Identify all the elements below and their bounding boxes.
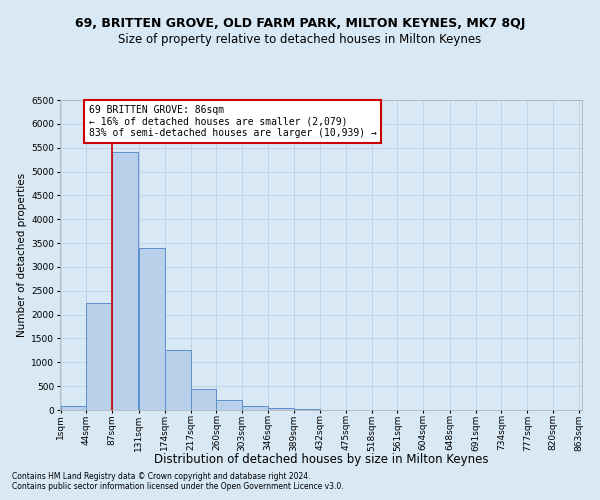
Text: 69 BRITTEN GROVE: 86sqm
← 16% of detached houses are smaller (2,079)
83% of semi: 69 BRITTEN GROVE: 86sqm ← 16% of detache… — [89, 104, 377, 138]
Text: Contains HM Land Registry data © Crown copyright and database right 2024.: Contains HM Land Registry data © Crown c… — [12, 472, 311, 481]
Text: 69, BRITTEN GROVE, OLD FARM PARK, MILTON KEYNES, MK7 8QJ: 69, BRITTEN GROVE, OLD FARM PARK, MILTON… — [75, 18, 525, 30]
Bar — [164, 350, 191, 410]
Y-axis label: Number of detached properties: Number of detached properties — [17, 173, 27, 337]
Text: Size of property relative to detached houses in Milton Keynes: Size of property relative to detached ho… — [118, 32, 482, 46]
Bar — [112, 152, 138, 410]
Text: Contains public sector information licensed under the Open Government Licence v3: Contains public sector information licen… — [12, 482, 344, 491]
Bar — [61, 406, 86, 410]
Bar — [191, 388, 217, 410]
Bar — [217, 400, 242, 410]
Bar — [294, 408, 320, 410]
Bar — [86, 302, 112, 410]
Bar — [242, 406, 268, 410]
Bar — [139, 248, 164, 410]
Bar — [268, 408, 294, 410]
X-axis label: Distribution of detached houses by size in Milton Keynes: Distribution of detached houses by size … — [154, 454, 488, 466]
